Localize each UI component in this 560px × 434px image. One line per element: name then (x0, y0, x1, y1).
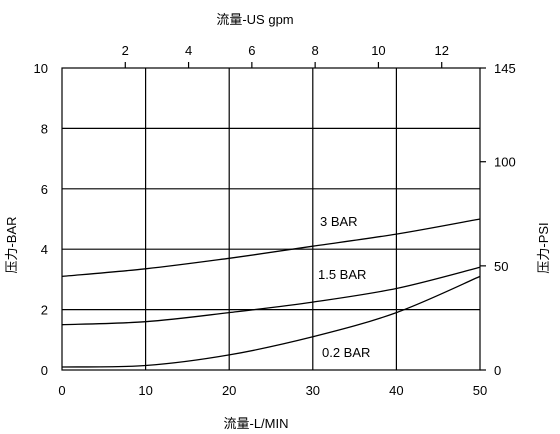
series-label: 1.5 BAR (318, 267, 366, 282)
y2-tick-label: 145 (494, 61, 516, 76)
top-axis-title: 流量-US gpm (216, 12, 293, 27)
x-tick-label: 0 (58, 383, 65, 398)
x2-tick-label: 6 (248, 43, 255, 58)
y-tick-label: 0 (41, 363, 48, 378)
x-tick-label: 30 (306, 383, 320, 398)
series-label: 0.2 BAR (322, 345, 370, 360)
series-line (61, 218, 481, 278)
plot-frame (61, 67, 481, 371)
grid (61, 62, 486, 371)
series-label: 3 BAR (320, 214, 358, 229)
series-line (61, 266, 481, 326)
y-tick-label: 2 (41, 303, 48, 318)
x-tick-label: 40 (389, 383, 403, 398)
bottom-axis-title: 流量-L/MIN (223, 416, 288, 431)
y2-tick-label: 0 (494, 363, 501, 378)
y-tick-label: 10 (34, 61, 48, 76)
series-line (61, 275, 481, 368)
x2-tick-label: 2 (122, 43, 129, 58)
labels: 0 10 20 30 40 50 0 2 4 6 8 10 2 4 6 8 10 12 0 50 100 145 3 BAR… (34, 43, 516, 398)
x2-tick-label: 8 (312, 43, 319, 58)
x2-tick-label: 10 (371, 43, 385, 58)
y-tick-label: 8 (41, 121, 48, 136)
y-tick-label: 4 (41, 242, 48, 257)
left-axis-title: 压力-BAR (4, 216, 19, 273)
x2-tick-label: 12 (434, 43, 448, 58)
x-tick-label: 50 (473, 383, 487, 398)
x2-tick-label: 4 (185, 43, 192, 58)
right-axis-title: 压力-PSI (536, 222, 551, 273)
y2-tick-label: 50 (494, 259, 508, 274)
x-tick-label: 10 (138, 383, 152, 398)
curves (61, 218, 481, 368)
y2-tick-label: 100 (494, 155, 516, 170)
y-tick-label: 6 (41, 182, 48, 197)
x-tick-label: 20 (222, 383, 236, 398)
